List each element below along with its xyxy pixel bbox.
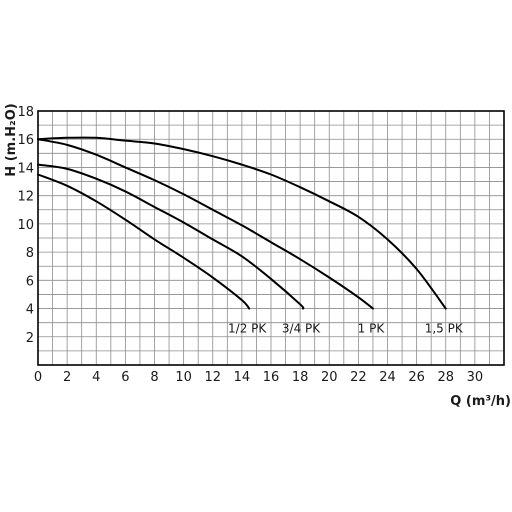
x-tick-label: 2	[63, 370, 71, 385]
y-tick-label: 6	[26, 274, 34, 289]
series-lines	[37, 136, 447, 310]
plot-frame	[37, 110, 505, 366]
series-line	[37, 173, 251, 310]
x-tick-label: 20	[321, 370, 338, 385]
x-tick-label: 8	[150, 370, 158, 385]
series-label: 1 PK	[358, 322, 386, 336]
x-tick-label: 26	[408, 370, 425, 385]
x-tick-label: 14	[234, 370, 251, 385]
x-tick-label: 22	[350, 370, 367, 385]
tick-labels: 0 2 4 6 8 10 12 14 16 18 20 22 24 26 28 302468101214161…	[17, 105, 483, 385]
x-tick-label: 4	[92, 370, 100, 385]
y-tick-label: 2	[26, 331, 34, 346]
series-label: 3/4 PK	[282, 322, 321, 336]
x-tick-label: 18	[292, 370, 309, 385]
series-label: 1/2 PK	[228, 322, 267, 336]
y-axis-title: H (m.H₂O)	[4, 103, 19, 176]
series-line	[37, 163, 305, 310]
x-tick-label: 30	[467, 370, 484, 385]
x-tick-label: 28	[437, 370, 454, 385]
x-tick-label: 10	[175, 370, 192, 385]
x-tick-label: 24	[379, 370, 396, 385]
y-tick-label: 10	[17, 218, 34, 233]
y-tick-label: 12	[17, 190, 34, 205]
series-label: 1,5 PK	[425, 322, 464, 336]
y-tick-label: 16	[17, 133, 34, 148]
x-tick-label: 12	[204, 370, 221, 385]
x-tick-label: 0	[34, 370, 42, 385]
series-line	[37, 136, 447, 310]
series-line	[37, 138, 374, 310]
y-tick-label: 14	[17, 161, 34, 176]
y-tick-label: 4	[26, 303, 34, 318]
y-tick-label: 18	[17, 105, 34, 120]
x-tick-label: 6	[121, 370, 129, 385]
x-axis-title: Q (m³/h)	[450, 394, 511, 409]
x-tick-label: 16	[263, 370, 280, 385]
series-labels: 1/2 PK 3/4 PK 1 PK 1,5 PK	[228, 322, 464, 336]
grid	[38, 111, 504, 365]
y-tick-label: 8	[26, 246, 34, 261]
